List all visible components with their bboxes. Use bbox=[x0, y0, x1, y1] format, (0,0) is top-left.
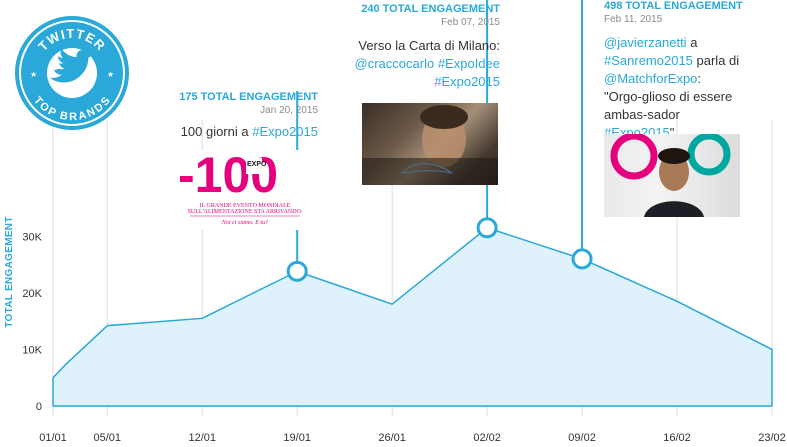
tweet-text-part: a bbox=[686, 35, 698, 50]
y-axis-label: TOTAL ENGAGEMENT bbox=[4, 216, 15, 327]
x-tick-label: 16/02 bbox=[663, 432, 691, 444]
expo-logo-circle-2 bbox=[687, 134, 731, 176]
x-tick-label: 01/01 bbox=[39, 432, 67, 444]
tweet-text: Verso la Carta di Milano: @craccocarlo #… bbox=[335, 37, 500, 91]
callout-date: Feb 07, 2015 bbox=[441, 17, 500, 28]
image-caption-2: SULL'ALIMENTAZIONE STA ARRIVANDO. bbox=[188, 209, 303, 215]
expo-countdown-image: -100 EXPO IL GRANDE EVENTO MONDIALE SULL… bbox=[180, 150, 310, 230]
portrait-hair-shape bbox=[420, 105, 468, 129]
cracco-photo bbox=[362, 103, 498, 185]
tweet-mention[interactable]: #Expo2015 bbox=[434, 74, 500, 89]
countdown-number: -100 bbox=[180, 150, 278, 203]
tweet-mention[interactable]: #Expo2015 bbox=[252, 124, 318, 139]
photo-shadow bbox=[362, 158, 498, 185]
image-caption-1: IL GRANDE EVENTO MONDIALE bbox=[200, 203, 291, 209]
callout-date: Jan 20, 2015 bbox=[260, 105, 318, 116]
y-axis-ticks: 0 10K 20K 30K bbox=[22, 231, 42, 413]
x-tick-label: 26/01 bbox=[378, 432, 406, 444]
callout-jan20: 175 TOTAL ENGAGEMENT Jan 20, 2015 100 gi… bbox=[160, 91, 318, 141]
callout-headline: 240 TOTAL ENGAGEMENT bbox=[361, 3, 500, 15]
x-tick-label: 12/01 bbox=[188, 432, 216, 444]
tweet-mention[interactable]: @MatchforExpo bbox=[604, 71, 698, 86]
expo-logo-circle bbox=[610, 134, 658, 180]
expo-countdown-graphic: -100 EXPO IL GRANDE EVENTO MONDIALE SULL… bbox=[180, 150, 303, 226]
x-tick-label: 19/01 bbox=[283, 432, 311, 444]
x-tick-label: 23/02 bbox=[758, 432, 786, 444]
portrait-hair-shape bbox=[658, 148, 690, 164]
engagement-area bbox=[52, 227, 773, 407]
tweet-mention[interactable]: #Sanremo2015 bbox=[604, 53, 693, 68]
portrait-suit-shape bbox=[644, 201, 704, 217]
tweet-text-part: " bbox=[669, 125, 675, 140]
callout-headline: 498 TOTAL ENGAGEMENT bbox=[604, 0, 743, 12]
engagement-markers bbox=[286, 217, 593, 282]
callout-headline: 175 TOTAL ENGAGEMENT bbox=[179, 91, 318, 103]
y-tick-label: 20K bbox=[22, 288, 42, 300]
expo-logo-mark: EXPO bbox=[247, 161, 267, 168]
tweet-text: @javierzanetti a #Sanremo2015 parla di @… bbox=[604, 34, 740, 142]
tweet-mention[interactable]: @craccocarlo bbox=[354, 56, 435, 71]
cracco-photo-graphic bbox=[362, 105, 498, 185]
engagement-marker bbox=[571, 248, 593, 270]
y-tick-label: 0 bbox=[36, 401, 42, 413]
callout-feb07: 240 TOTAL ENGAGEMENT Feb 07, 2015 Verso … bbox=[335, 3, 500, 91]
x-tick-label: 02/02 bbox=[473, 432, 501, 444]
badge-inner-ring bbox=[19, 20, 125, 126]
zanetti-photo-graphic bbox=[610, 134, 731, 217]
tweet-text-part: : "Orgo-glioso di essere ambas-sador bbox=[604, 71, 733, 122]
x-tick-label: 09/02 bbox=[568, 432, 596, 444]
x-tick-label: 05/01 bbox=[93, 432, 121, 444]
tweet-text-part: parla di bbox=[692, 53, 740, 68]
tweet-text: 100 giorni a #Expo2015 bbox=[160, 123, 318, 141]
twitter-bird-icon bbox=[50, 49, 93, 83]
zanetti-photo bbox=[604, 134, 740, 217]
tweet-text-part: Verso la Carta di Milano: bbox=[358, 38, 500, 53]
expo-logo-icon bbox=[246, 158, 262, 174]
tweet-mention[interactable]: #ExpoIdee bbox=[437, 56, 500, 71]
tweet-mention[interactable]: @javierzanetti bbox=[604, 35, 687, 50]
engagement-marker bbox=[476, 217, 498, 239]
y-tick-label: 30K bbox=[22, 231, 42, 243]
twitter-top-brands-badge: TWITTER TOP BRANDS ★ ★ bbox=[15, 16, 129, 130]
callout-date: Feb 11, 2015 bbox=[604, 14, 663, 25]
image-caption-3: Noi ci siamo. E tu? bbox=[221, 220, 268, 226]
y-tick-label: 10K bbox=[22, 344, 42, 356]
engagement-marker bbox=[286, 260, 308, 282]
callout-feb11: 498 TOTAL ENGAGEMENT Feb 11, 2015 @javie… bbox=[604, 0, 784, 142]
badge-star-left-icon: ★ bbox=[30, 70, 37, 79]
x-axis-ticks: 01/01 05/01 12/01 19/01 26/01 02/02 09/02 16/02… bbox=[39, 432, 786, 444]
tweet-text-part: 100 giorni a bbox=[180, 124, 253, 139]
badge-star-right-icon: ★ bbox=[107, 70, 114, 79]
